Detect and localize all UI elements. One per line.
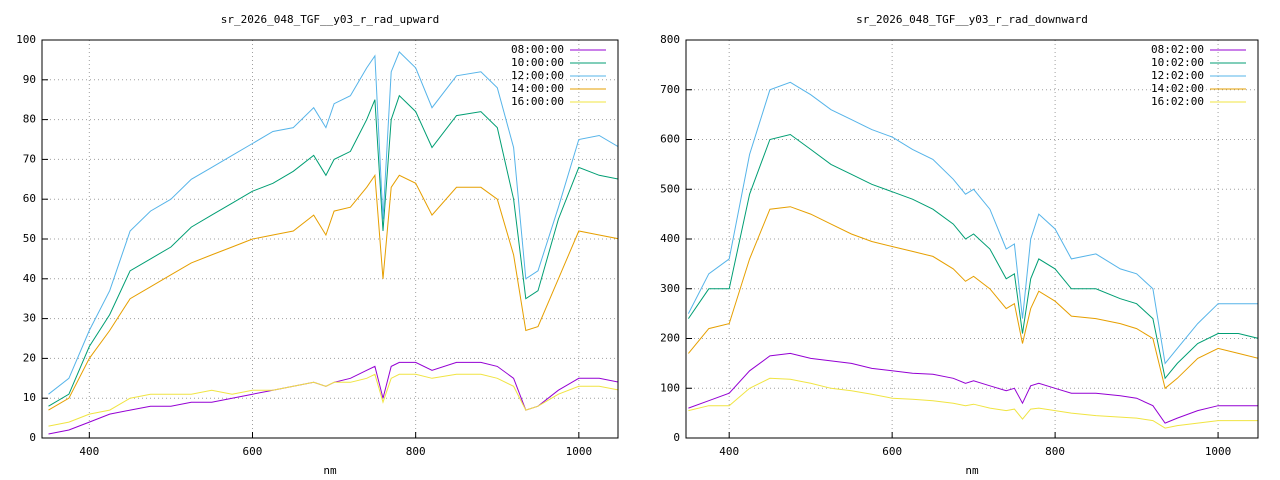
- series-line: [687, 81, 1258, 365]
- x-tick-label: 1000: [1205, 445, 1232, 458]
- series-line: [688, 352, 1258, 424]
- y-tick-label: 40: [23, 272, 36, 285]
- series-line: [48, 373, 618, 427]
- legend-label: 14:02:00: [1151, 82, 1204, 95]
- chart-title: sr_2026_048_TGF__y03_r_rad_downward: [856, 13, 1088, 26]
- x-tick-label: 600: [243, 445, 263, 458]
- y-tick-label: 90: [23, 73, 36, 86]
- x-tick-label: 400: [79, 445, 99, 458]
- legend-label: 08:02:00: [1151, 43, 1204, 56]
- legend-label: 12:02:00: [1151, 69, 1204, 82]
- y-tick-label: 20: [23, 351, 36, 364]
- y-tick-label: 80: [23, 113, 36, 126]
- y-tick-label: 70: [23, 152, 36, 165]
- legend-label: 16:00:00: [511, 95, 564, 108]
- x-axis-label: nm: [965, 464, 979, 477]
- y-tick-label: 400: [660, 232, 680, 245]
- y-tick-label: 600: [660, 133, 680, 146]
- legend-label: 10:00:00: [511, 56, 564, 69]
- y-tick-label: 100: [660, 381, 680, 394]
- x-tick-label: 600: [882, 445, 902, 458]
- y-tick-label: 100: [16, 33, 36, 46]
- y-tick-label: 60: [23, 192, 36, 205]
- y-tick-label: 50: [23, 232, 36, 245]
- y-tick-label: 200: [660, 332, 680, 345]
- legend-label: 12:00:00: [511, 69, 564, 82]
- y-tick-label: 0: [29, 431, 36, 444]
- series-line: [688, 377, 1258, 429]
- x-tick-label: 800: [406, 445, 426, 458]
- y-tick-label: 10: [23, 391, 36, 404]
- x-tick-label: 1000: [566, 445, 593, 458]
- y-tick-label: 500: [660, 182, 680, 195]
- legend-label: 10:02:00: [1151, 56, 1204, 69]
- y-tick-label: 30: [23, 312, 36, 325]
- legend-label: 16:02:00: [1151, 95, 1204, 108]
- series-line: [48, 173, 618, 411]
- series-line: [48, 51, 618, 395]
- legend-label: 14:00:00: [511, 82, 564, 95]
- y-tick-label: 700: [660, 83, 680, 96]
- y-tick-label: 300: [660, 282, 680, 295]
- x-tick-label: 800: [1045, 445, 1065, 458]
- x-tick-label: 400: [719, 445, 739, 458]
- legend-label: 08:00:00: [511, 43, 564, 56]
- y-tick-label: 0: [673, 431, 680, 444]
- series-line: [48, 361, 618, 435]
- series-line: [687, 133, 1258, 380]
- series-line: [688, 206, 1258, 390]
- series-line: [48, 94, 618, 407]
- chart-title: sr_2026_048_TGF__y03_r_rad_upward: [221, 13, 440, 26]
- x-axis-label: nm: [323, 464, 337, 477]
- y-tick-label: 800: [660, 33, 680, 46]
- plot-frame: [41, 39, 619, 439]
- plot-frame: [685, 39, 1259, 439]
